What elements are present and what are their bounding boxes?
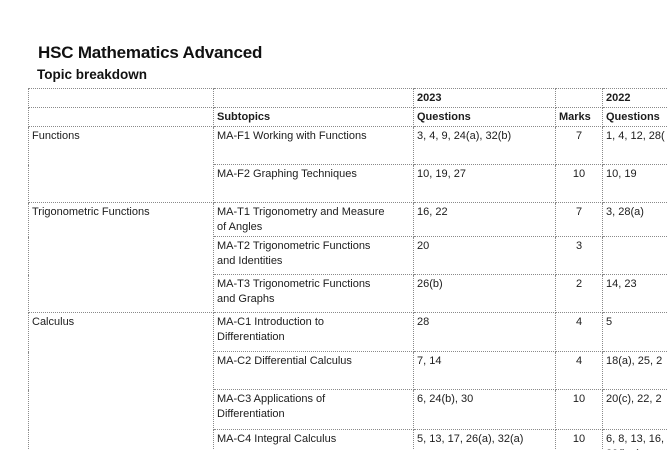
subtopic-cell: MA-T2 Trigonometric Functions and Identi… — [213, 236, 414, 275]
marks-2023-cell: 4 — [555, 351, 603, 390]
table-row: MA-C2 Differential Calculus 7, 14 4 18(a… — [29, 351, 667, 390]
marks-2023-cell: 3 — [555, 236, 603, 275]
table-row: MA-F2 Graphing Techniques 10, 19, 27 10 … — [29, 164, 667, 203]
marks-2023-cell: 2 — [555, 274, 603, 313]
empty-cell — [28, 107, 214, 127]
empty-cell — [213, 88, 414, 108]
questions-2023-cell: 28 — [413, 312, 556, 352]
questions-2023-cell: 5, 13, 17, 26(a), 32(a) — [413, 429, 556, 450]
questions-2023-cell: 7, 14 — [413, 351, 556, 390]
questions-2023-cell: 20 — [413, 236, 556, 275]
table-row: MA-C4 Integral Calculus 5, 13, 17, 26(a)… — [29, 429, 667, 450]
marks-2023-cell: 7 — [555, 202, 603, 237]
subtopic-cell: MA-F1 Working with Functions — [213, 126, 414, 165]
topic-cell-trigonometric-functions: Trigonometric Functions — [28, 202, 214, 313]
questions-2023-cell: 3, 4, 9, 24(a), 32(b) — [413, 126, 556, 165]
topic-cell-calculus: Calculus — [28, 312, 214, 450]
questions-2022-cell: 3, 28(a) — [602, 202, 667, 237]
questions-2022-cell — [602, 236, 667, 275]
subtopic-cell: MA-C2 Differential Calculus — [213, 351, 414, 390]
questions-2022-cell: 20(c), 22, 2 — [602, 389, 667, 430]
marks-2023-cell: 4 — [555, 312, 603, 352]
empty-cell — [28, 88, 214, 108]
subtopic-cell: MA-F2 Graphing Techniques — [213, 164, 414, 203]
questions-2023-cell: 6, 24(b), 30 — [413, 389, 556, 430]
questions-2022-cell: 6, 8, 13, 16, 29(b,c) — [602, 429, 667, 450]
questions-2023-cell: 16, 22 — [413, 202, 556, 237]
table-row: Calculus MA-C1 Introduction to Different… — [28, 312, 667, 450]
marks-2023-cell: 10 — [555, 164, 603, 203]
subtopic-cell: MA-C3 Applications of Differentiation — [213, 389, 414, 430]
year-header-2023: 2023 — [413, 88, 556, 108]
topic-breakdown-table: 2023 2022 Subtopics Questions Marks Ques… — [28, 88, 667, 450]
topic-cell-functions: Functions — [28, 126, 214, 203]
year-header-2022: 2022 — [602, 88, 667, 108]
subtopic-cell: MA-T1 Trigonometry and Measure of Angles — [213, 202, 414, 237]
questions-2022-cell: 1, 4, 12, 28( — [602, 126, 667, 165]
subtopic-cell: MA-C1 Introduction to Differentiation — [213, 312, 414, 352]
table-row: Functions MA-F1 Working with Functions 3… — [28, 126, 667, 203]
column-header-questions-2023: Questions — [413, 107, 556, 127]
subtopic-cell: MA-C4 Integral Calculus — [213, 429, 414, 450]
questions-2023-cell: 26(b) — [413, 274, 556, 313]
table-row: MA-T2 Trigonometric Functions and Identi… — [29, 236, 667, 275]
column-header-subtopics: Subtopics — [213, 107, 414, 127]
questions-2022-cell: 10, 19 — [602, 164, 667, 203]
marks-2023-cell: 7 — [555, 126, 603, 165]
page-title: HSC Mathematics Advanced — [38, 43, 263, 62]
year-header-row: 2023 2022 — [28, 88, 667, 108]
questions-2022-cell: 18(a), 25, 2 — [602, 351, 667, 390]
questions-2023-cell: 10, 19, 27 — [413, 164, 556, 203]
column-header-marks-2023: Marks — [555, 107, 603, 127]
questions-2022-cell: 5 — [602, 312, 667, 352]
table-row: MA-C3 Applications of Differentiation 6,… — [29, 389, 667, 430]
page-subtitle: Topic breakdown — [37, 67, 148, 82]
column-header-row: Subtopics Questions Marks Questions — [28, 107, 667, 127]
empty-cell — [555, 88, 603, 108]
subtopic-cell: MA-T3 Trigonometric Functions and Graphs — [213, 274, 414, 313]
questions-2022-cell: 14, 23 — [602, 274, 667, 313]
marks-2023-cell: 10 — [555, 429, 603, 450]
table-row: Trigonometric Functions MA-T1 Trigonomet… — [28, 202, 667, 313]
marks-2023-cell: 10 — [555, 389, 603, 430]
column-header-questions-2022: Questions — [602, 107, 667, 127]
